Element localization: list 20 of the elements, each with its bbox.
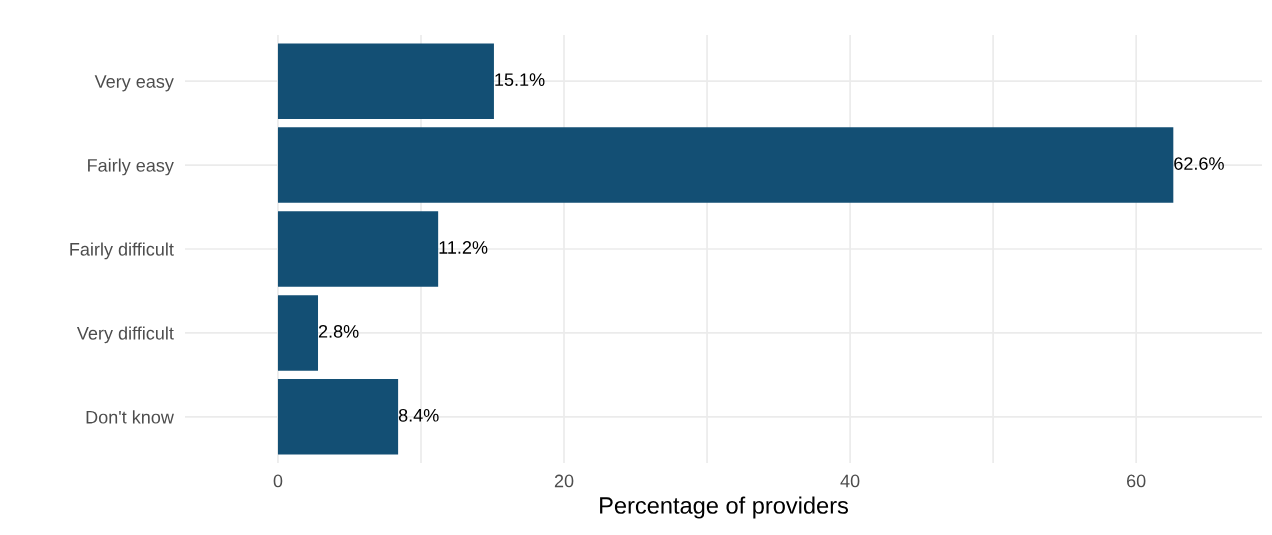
x-tick-label: 60 [1127, 474, 1146, 488]
y-tick-label: Fairly easy [88, 158, 174, 176]
y-tick-label: Don't know [86, 410, 174, 424]
bar [277, 379, 399, 455]
data-label: 62.6% [1174, 157, 1224, 170]
bar [277, 211, 439, 287]
data-label: 8.4% [398, 408, 439, 422]
y-tick-label: Very difficult [76, 326, 174, 344]
data-label: 15.1% [495, 73, 545, 86]
x-tick-label: 40 [840, 474, 860, 488]
bar [277, 43, 494, 119]
data-label: 2.8% [318, 324, 359, 338]
data-label: 11.2% [439, 241, 488, 254]
bar [277, 127, 1174, 203]
x-axis-title: Percentage of providers [600, 496, 848, 519]
y-tick-label: Fairly difficult [70, 242, 174, 260]
y-tick-label: Very easy [94, 75, 174, 92]
x-tick-label: 20 [554, 474, 574, 488]
bar [277, 295, 319, 371]
x-tick-label: 0 [273, 474, 283, 488]
